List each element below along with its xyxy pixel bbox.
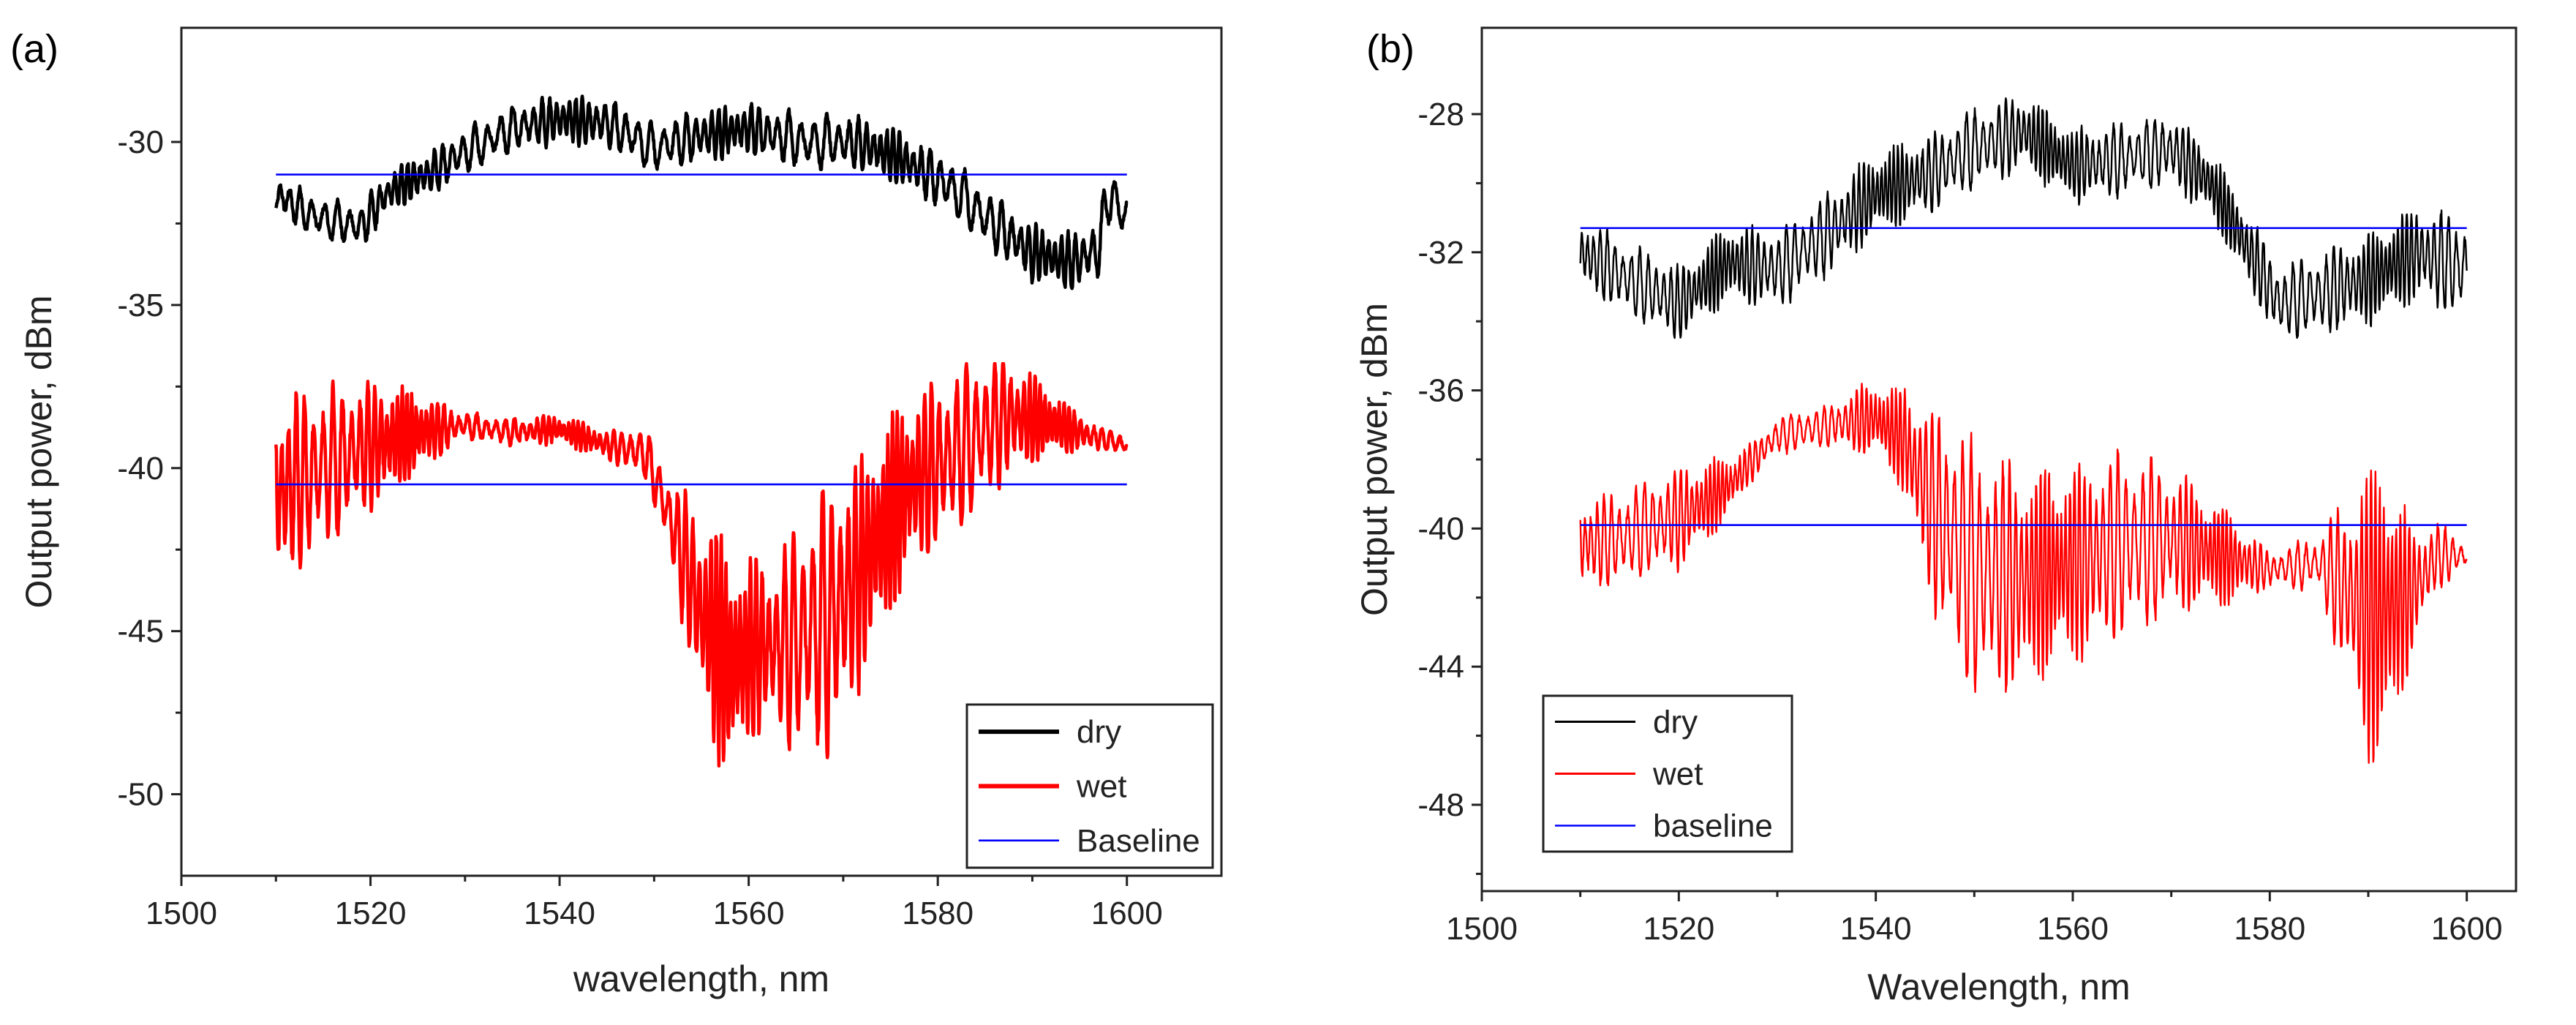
legend-label-dry: dry (1653, 705, 1698, 740)
y-axis-title-a: Output power, dBm (18, 295, 59, 608)
x-tick-label-a: 1540 (524, 896, 595, 931)
y-tick-label-a: -50 (117, 777, 164, 813)
x-tick-label-a: 1600 (1091, 896, 1163, 931)
y-tick-label-a: -45 (117, 614, 164, 650)
y-tick-label-b: -36 (1417, 373, 1464, 409)
x-tick-label-a: 1580 (902, 896, 973, 931)
y-tick-label-b: -28 (1417, 97, 1464, 132)
legend-label-baseline: Baseline (1077, 823, 1200, 859)
panel-b-letter: (b) (1366, 27, 1415, 71)
x-tick-label-b: 1560 (2037, 911, 2109, 947)
x-tick-label-b: 1540 (1840, 911, 1912, 947)
y-tick-label-a: -30 (117, 124, 164, 160)
x-tick-label-a: 1520 (335, 896, 407, 931)
x-tick-label-b: 1500 (1446, 911, 1518, 947)
series-line-wet-a (274, 361, 1129, 768)
plot-frame-a (180, 26, 1223, 877)
x-tick-label-b: 1520 (1643, 911, 1714, 947)
series-line-wet-b (1579, 383, 2468, 764)
series-line-dry-a (274, 94, 1129, 290)
panel-a-letter: (a) (10, 27, 59, 71)
chart-panel-b: 1500 1520 1540 1560 1580 1600 -28 -32 -36 -40 -44 -… (1354, 26, 2517, 1007)
x-tick-label-b: 1600 (2431, 911, 2503, 947)
y-tick-label-b: -40 (1417, 511, 1464, 547)
legend-label-baseline: baseline (1653, 808, 1773, 844)
x-tick-label-b: 1580 (2234, 911, 2305, 947)
x-tick-label-a: 1500 (146, 896, 217, 931)
legend-a: dry wet Baseline (965, 703, 1214, 869)
legend-label-dry: dry (1077, 714, 1121, 750)
y-axis-title-b: Output power, dBm (1354, 303, 1395, 616)
chart-panel-a: 1500 1520 1540 1560 1580 1600 -30 -35 -40 -45 -50 w… (18, 26, 1223, 999)
series-line-dry-b (1579, 97, 2468, 339)
legend-label-wet: wet (1076, 769, 1126, 805)
x-axis-title-a: wavelength, nm (573, 958, 829, 999)
legend-b: dry wet baseline (1542, 694, 1793, 853)
y-tick-label-a: -40 (117, 451, 164, 487)
y-tick-label-a: -35 (117, 288, 164, 323)
y-tick-label-b: -48 (1417, 787, 1464, 823)
x-tick-label-a: 1560 (713, 896, 785, 931)
y-tick-label-b: -44 (1417, 649, 1464, 685)
x-axis-title-b: Wavelength, nm (1867, 966, 2130, 1007)
legend-label-wet: wet (1652, 756, 1703, 792)
y-tick-label-b: -32 (1417, 235, 1464, 271)
